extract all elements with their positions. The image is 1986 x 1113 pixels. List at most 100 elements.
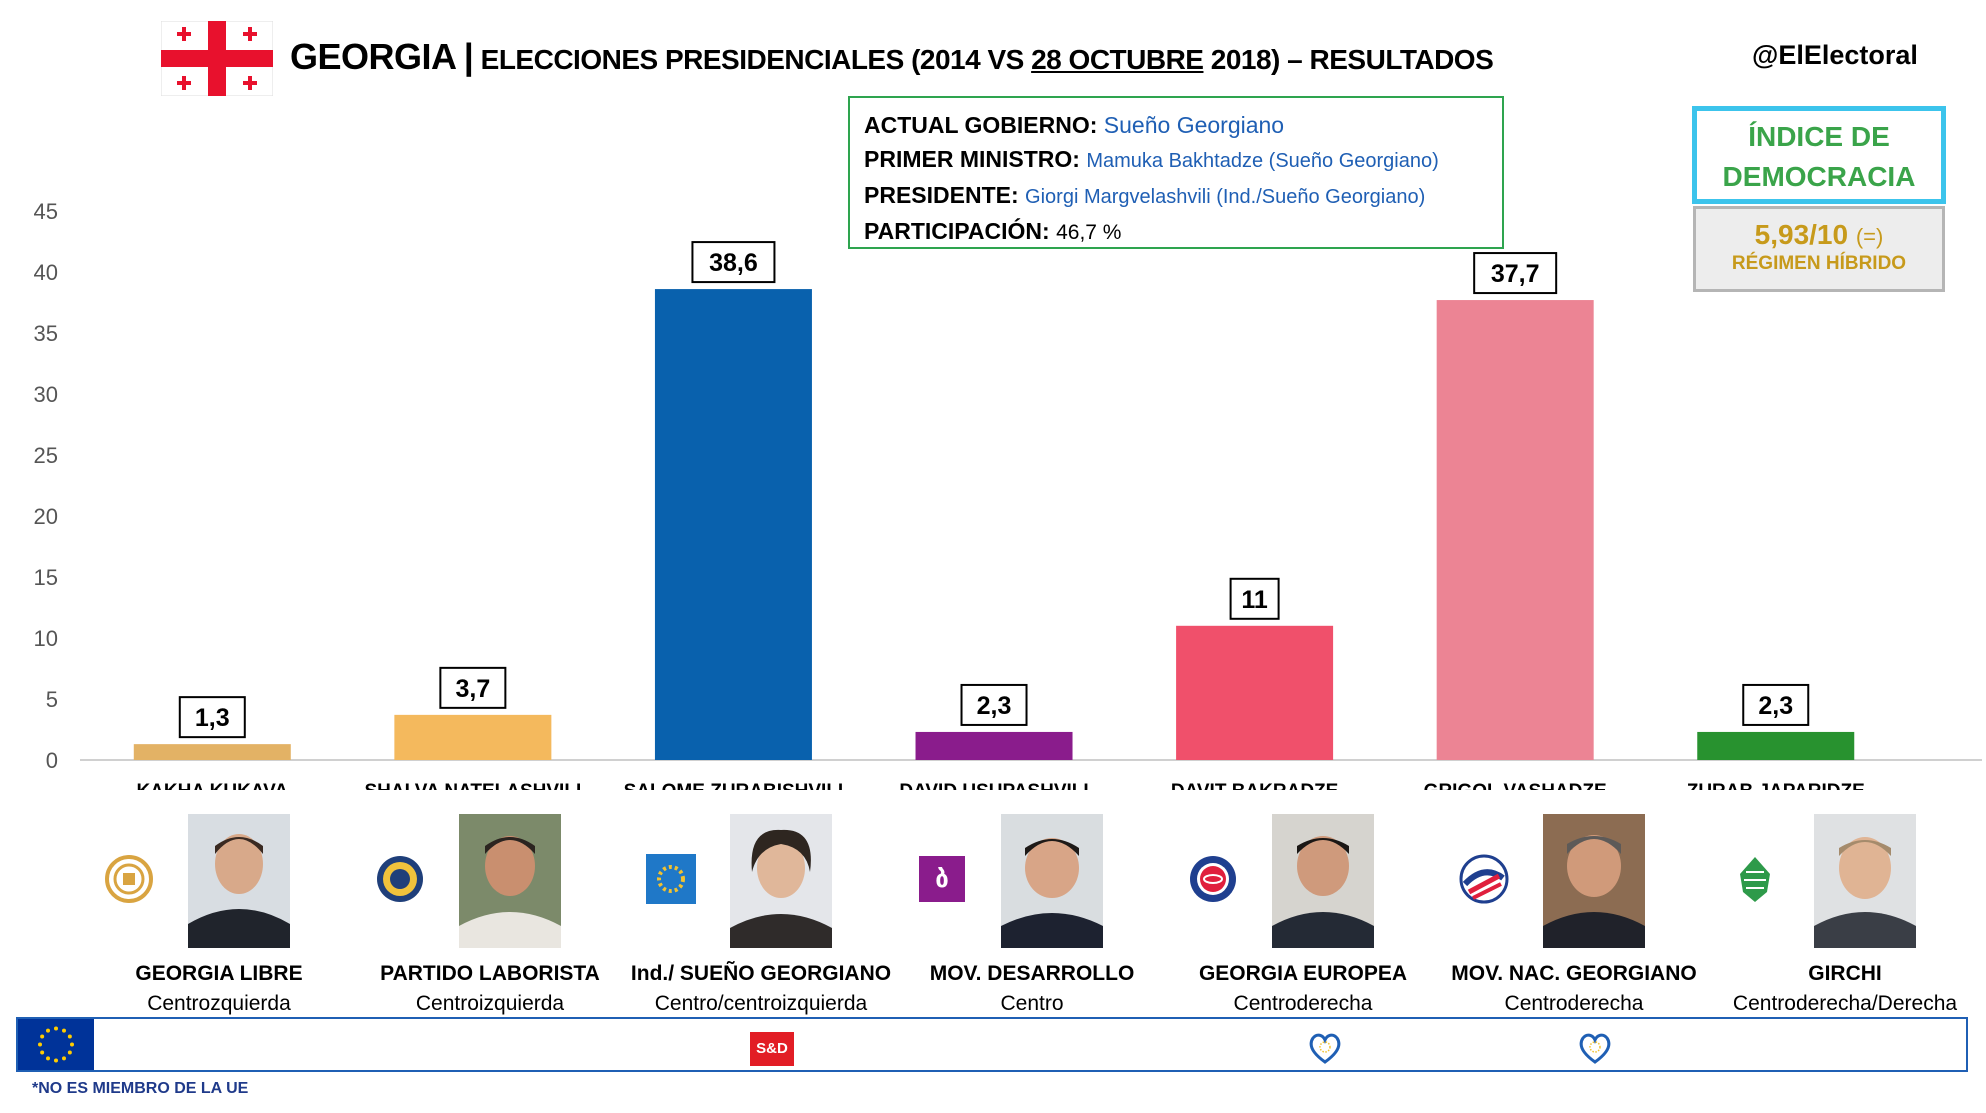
epp-heart-icon	[1579, 1033, 1611, 1064]
candidate-photo-kukava	[188, 814, 290, 948]
data-label-box	[960, 683, 1028, 726]
party-ideology: Centrozquierda	[147, 992, 291, 1015]
party-name: Ind./ SUEÑO GEORGIANO	[630, 962, 892, 985]
data-label-box	[1742, 683, 1810, 726]
data-label-box	[178, 696, 246, 739]
category-label: ZURAB JAPARIDZE	[1687, 781, 1865, 790]
georgia-europea-logo-icon	[1190, 856, 1236, 902]
y-tick-label: 40	[34, 260, 58, 285]
democracy-score-value: 5,93/10	[1754, 219, 1849, 250]
candidate-photo-vashadze	[1543, 814, 1645, 948]
data-label: 3,7	[455, 675, 490, 703]
mov-desarrollo-logo-icon: ბ	[919, 856, 965, 902]
page-title: GEORGIA | ELECCIONES PRESIDENCIALES (201…	[290, 36, 1494, 78]
y-tick-label: 15	[34, 565, 58, 590]
category-label: DAVID USUPASHVILI	[899, 781, 1088, 790]
eu-star	[40, 1050, 45, 1055]
eu-star	[46, 1028, 50, 1033]
y-axis: 0 5 10 15 20 25 30 35 40 45	[34, 199, 58, 773]
regime-type: RÉGIMEN HÍBRIDO	[1731, 253, 1907, 274]
party-ideology: Centroizquierda	[415, 992, 565, 1015]
title-pre: ELECCIONES PRESIDENCIALES	[480, 44, 905, 75]
candidate-photo-japaridze	[1814, 814, 1916, 948]
data-label: 2,3	[977, 692, 1012, 720]
y-tick-label: 45	[34, 199, 58, 224]
title-separator: |	[463, 36, 474, 77]
category-label: DAVIT BAKRADZE	[1171, 781, 1338, 790]
eu-star	[40, 1034, 45, 1039]
eu-star	[38, 1042, 42, 1047]
democracy-index-title-line1: ÍNDICE DE	[1748, 121, 1890, 152]
data-label: 2,3	[1758, 692, 1793, 720]
georgia-flag-icon	[161, 21, 273, 96]
mov-nac-georgiano-logo-icon	[1459, 854, 1509, 904]
title-country: GEORGIA	[290, 36, 457, 77]
eu-star	[54, 1058, 58, 1063]
candidate-photo-usupashvili	[1001, 814, 1103, 948]
sueno-georgiano-logo-icon	[646, 854, 696, 904]
data-label: 38,6	[709, 249, 758, 277]
sd-group-logo: S&D	[750, 1032, 794, 1066]
category-label: KAKHA KUKAVA	[136, 781, 288, 790]
party-ideology: Centroderecha	[1233, 992, 1373, 1015]
data-labels: 1,3 3,7 38,6 2,3 11 37,7 2,3	[178, 241, 1810, 739]
category-label: GRIGOL VASHADZE	[1424, 781, 1607, 790]
democracy-index-score-box: 5,93/10 (=) RÉGIMEN HÍBRIDO	[1693, 206, 1945, 292]
bar	[133, 744, 291, 760]
y-tick-label: 35	[34, 321, 58, 346]
government-info-box: ACTUAL GOBIERNO: Sueño Georgiano PRIMER …	[848, 96, 1504, 249]
party-ideology: Centroderecha	[1504, 992, 1644, 1015]
pm-value: Mamuka Bakhtadze (Sueño Georgiano)	[1086, 150, 1439, 172]
turnout-label: PARTICIPACIÓN:	[864, 218, 1050, 244]
title-paren-open: (2014 VS	[911, 44, 1024, 75]
candidate-photo-bakradze	[1272, 814, 1374, 948]
y-tick-label: 10	[34, 626, 58, 651]
y-tick-label: 5	[46, 687, 58, 712]
epp-heart-icon	[1309, 1033, 1341, 1064]
bar	[654, 289, 812, 760]
y-tick-label: 25	[34, 443, 58, 468]
democracy-index-title-line2: DEMOCRACIA	[1722, 161, 1916, 192]
title-date: 28 OCTUBRE	[1031, 44, 1204, 75]
title-paren-close: 2018)	[1210, 44, 1281, 75]
party-name: GEORGIA EUROPEA	[1198, 962, 1408, 985]
turnout-value: 46,7 %	[1056, 221, 1122, 244]
data-label: 11	[1241, 586, 1268, 614]
gov-label: ACTUAL GOBIERNO:	[864, 112, 1098, 138]
data-label-box	[691, 241, 776, 284]
pm-label: PRIMER MINISTRO:	[864, 146, 1080, 172]
democracy-score: 5,93/10 (=)	[1696, 219, 1942, 251]
eu-flag-icon	[18, 1019, 94, 1070]
category-label: SALOME ZURABISHVILI	[624, 781, 844, 790]
y-tick-label: 0	[46, 748, 58, 773]
data-label-box	[1229, 577, 1280, 620]
y-tick-label: 20	[34, 504, 58, 529]
bar	[915, 731, 1073, 760]
footnote: *NO ES MIEMBRO DE LA UE	[32, 1080, 249, 1097]
candidate-photo-zurabishvili	[730, 814, 832, 948]
partido-laborista-logo-icon	[377, 856, 423, 902]
eu-star	[46, 1056, 50, 1061]
party-name: MOV. DESARROLLO	[929, 962, 1135, 985]
party-ideology: Centroderecha/Derecha	[1732, 992, 1958, 1015]
eu-star	[67, 1050, 72, 1055]
party-name: PARTIDO LABORISTA	[380, 962, 600, 985]
twitter-handle: @ElElectoral	[1752, 40, 1918, 70]
party-name: GEORGIA LIBRE	[135, 962, 303, 985]
eu-star	[62, 1056, 66, 1061]
candidate-photo-natelashvili	[459, 814, 561, 948]
party-ideology: Centro/centroizquierda	[654, 992, 868, 1015]
y-tick-label: 30	[34, 382, 58, 407]
bar	[1697, 731, 1855, 760]
bar	[1176, 625, 1334, 760]
bar	[394, 714, 552, 760]
democracy-index-title: ÍNDICE DE DEMOCRACIA	[1692, 106, 1946, 204]
president-value: Giorgi Margvelashvili (Ind./Sueño Georgi…	[1025, 186, 1426, 208]
data-label-box	[439, 666, 507, 709]
eu-star	[54, 1026, 58, 1031]
bars-group	[133, 289, 1855, 760]
title-post: – RESULTADOS	[1287, 44, 1494, 75]
girchi-logo-icon	[1740, 857, 1770, 902]
gov-value: Sueño Georgiano	[1103, 112, 1285, 138]
president-label: PRESIDENTE:	[864, 182, 1019, 208]
